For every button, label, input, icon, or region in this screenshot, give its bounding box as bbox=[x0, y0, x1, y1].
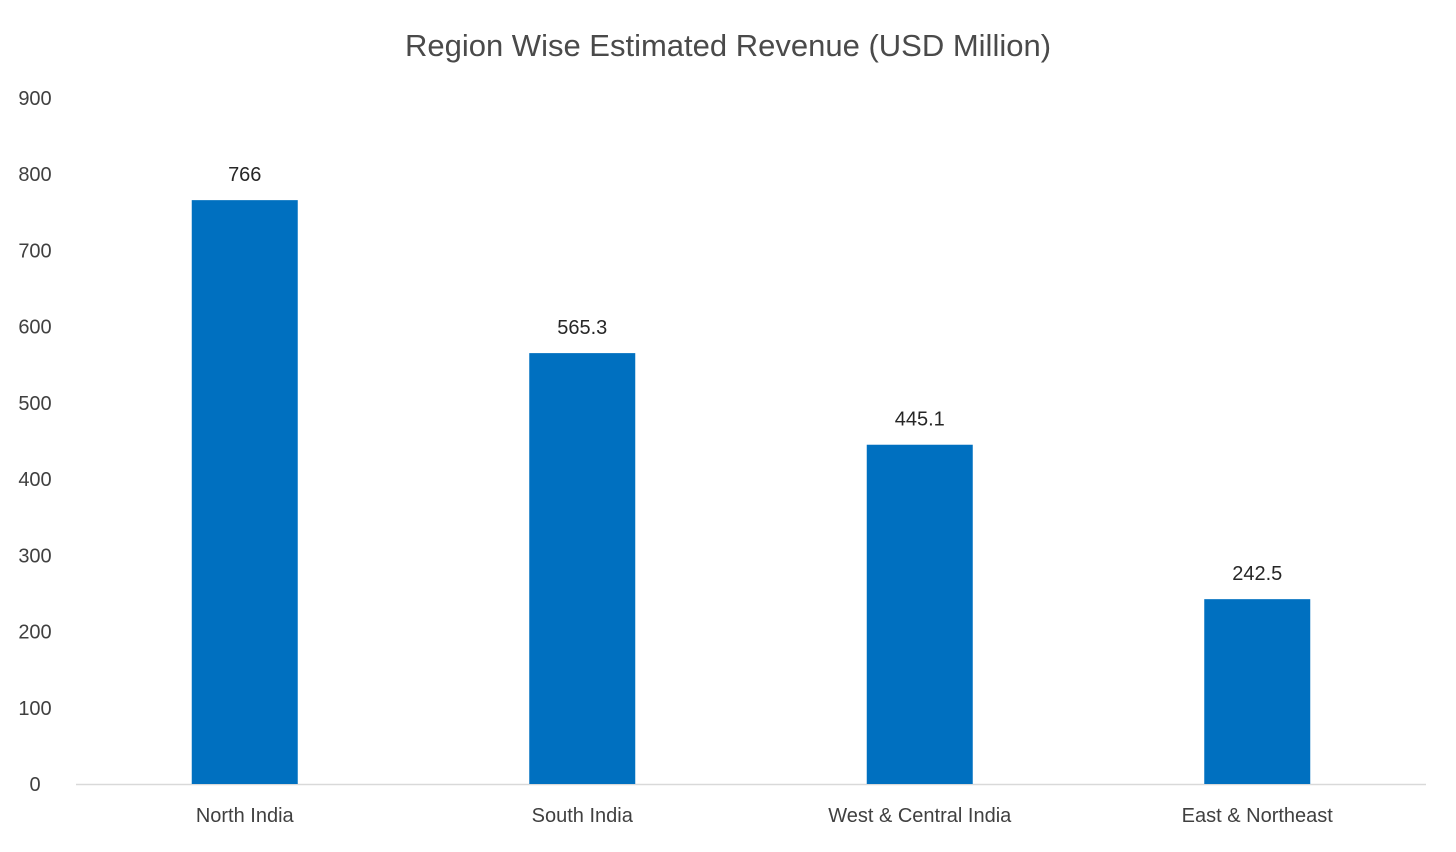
y-axis: 0 100 200 300 400 500 600 700 800 900 bbox=[18, 88, 51, 796]
y-tick-label: 200 bbox=[18, 622, 51, 644]
bar-series bbox=[191, 200, 1311, 785]
y-tick-label: 600 bbox=[18, 317, 51, 339]
bar bbox=[866, 444, 973, 784]
x-tick-label: West & Central India bbox=[828, 805, 1012, 827]
bar bbox=[1204, 599, 1311, 784]
y-tick-label: 500 bbox=[18, 393, 51, 415]
y-tick-label: 300 bbox=[18, 545, 51, 567]
data-label: 565.3 bbox=[557, 317, 607, 339]
x-tick-label: North India bbox=[196, 805, 295, 827]
x-tick-label: East & Northeast bbox=[1182, 805, 1334, 827]
x-axis: North India South India West & Central Ind… bbox=[196, 805, 1333, 827]
y-tick-label: 700 bbox=[18, 240, 51, 262]
y-tick-label: 800 bbox=[18, 164, 51, 186]
y-tick-label: 900 bbox=[18, 88, 51, 110]
bar bbox=[191, 200, 298, 785]
y-tick-label: 400 bbox=[18, 469, 51, 491]
data-label: 766 bbox=[228, 164, 261, 186]
x-tick-label: South India bbox=[532, 805, 634, 827]
bar bbox=[529, 353, 636, 784]
y-tick-label: 100 bbox=[18, 698, 51, 720]
data-labels: 766 565.3 445.1 242.5 bbox=[228, 164, 1282, 585]
chart-title: Region Wise Estimated Revenue (USD Milli… bbox=[405, 28, 1051, 63]
y-tick-label: 0 bbox=[29, 774, 40, 796]
data-label: 242.5 bbox=[1232, 563, 1282, 585]
data-label: 445.1 bbox=[895, 409, 945, 431]
